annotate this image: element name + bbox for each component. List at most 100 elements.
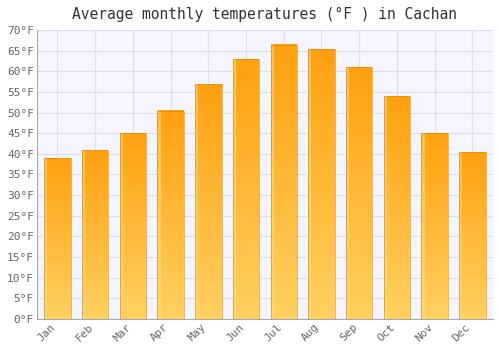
Bar	[82, 312, 108, 314]
Bar	[346, 153, 349, 155]
Bar	[195, 161, 198, 164]
Bar	[422, 219, 424, 220]
Bar	[195, 147, 222, 149]
Bar	[422, 163, 448, 165]
Bar	[270, 289, 297, 292]
Bar	[270, 217, 274, 220]
Bar	[308, 203, 334, 205]
Bar	[422, 180, 424, 182]
Bar	[308, 254, 312, 257]
Bar	[233, 298, 259, 301]
Bar	[233, 259, 259, 262]
Bar	[195, 117, 222, 119]
Bar	[459, 256, 485, 257]
Bar	[233, 171, 236, 173]
Bar	[44, 232, 70, 233]
Bar	[422, 222, 448, 224]
Bar	[384, 243, 387, 245]
Bar	[120, 306, 146, 308]
Bar	[158, 173, 160, 175]
Bar	[158, 167, 184, 169]
Bar	[422, 181, 424, 183]
Bar	[158, 138, 160, 140]
Bar	[120, 228, 146, 230]
Bar	[270, 275, 274, 278]
Bar	[158, 306, 160, 308]
Bar	[308, 270, 312, 273]
Bar	[308, 138, 312, 140]
Bar	[158, 163, 184, 165]
Bar	[270, 165, 297, 168]
Bar	[459, 250, 485, 252]
Bar	[44, 309, 48, 311]
Bar	[346, 248, 372, 251]
Bar	[308, 224, 334, 227]
Bar	[346, 112, 372, 115]
Bar	[459, 271, 485, 272]
Bar	[82, 150, 108, 152]
Bar	[346, 130, 349, 133]
Bar	[233, 173, 259, 176]
Bar	[120, 135, 146, 137]
Bar	[120, 296, 123, 299]
Bar	[384, 100, 410, 103]
Bar	[120, 213, 123, 215]
Bar	[422, 211, 424, 213]
Bar	[44, 274, 70, 275]
Bar	[120, 259, 123, 261]
Bar	[346, 266, 349, 268]
Bar	[120, 142, 123, 144]
Bar	[308, 154, 334, 157]
Bar	[270, 149, 297, 152]
Bar	[270, 198, 274, 201]
Bar	[346, 231, 372, 233]
Bar	[270, 44, 297, 319]
Bar	[82, 280, 108, 282]
Bar	[120, 272, 123, 274]
Bar	[120, 176, 123, 178]
Bar	[195, 211, 198, 213]
Bar	[459, 302, 462, 304]
Bar	[158, 169, 160, 171]
Bar	[82, 214, 108, 216]
Bar	[422, 198, 448, 200]
Bar	[44, 174, 48, 176]
Bar	[233, 241, 236, 244]
Bar	[158, 210, 184, 212]
Bar	[459, 237, 462, 239]
Bar	[346, 238, 372, 241]
Bar	[384, 301, 387, 303]
Bar	[384, 190, 387, 192]
Bar	[233, 244, 259, 246]
Bar	[270, 231, 274, 234]
Bar	[233, 121, 236, 124]
Bar	[346, 294, 349, 296]
Bar	[82, 195, 85, 197]
Bar	[459, 170, 485, 172]
Bar	[44, 311, 70, 313]
Bar	[459, 235, 462, 237]
Bar	[82, 231, 108, 233]
Bar	[459, 306, 485, 307]
Bar	[82, 280, 85, 282]
Bar	[270, 146, 297, 149]
Bar	[308, 103, 334, 105]
Bar	[233, 241, 259, 244]
Bar	[270, 146, 274, 149]
Bar	[44, 259, 48, 261]
Bar	[233, 178, 236, 181]
Bar	[346, 294, 372, 296]
Bar	[120, 181, 146, 183]
Bar	[308, 162, 334, 165]
Bar	[120, 282, 146, 284]
Bar	[195, 114, 222, 117]
Bar	[346, 138, 349, 140]
Bar	[82, 192, 85, 194]
Bar	[82, 302, 85, 304]
Bar	[459, 210, 485, 212]
Bar	[308, 294, 334, 297]
Bar	[158, 146, 184, 148]
Bar	[158, 262, 184, 265]
Bar	[120, 204, 123, 206]
Bar	[346, 163, 372, 165]
